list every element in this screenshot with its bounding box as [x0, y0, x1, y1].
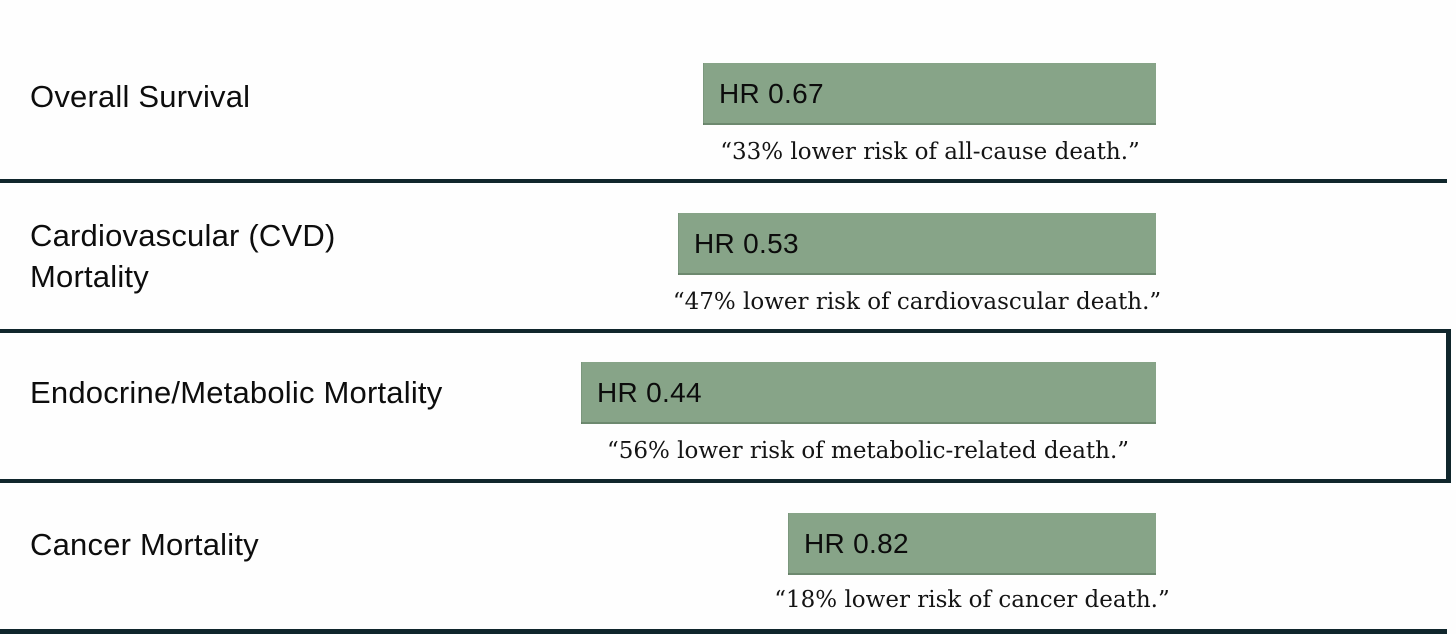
row-divider [0, 479, 1447, 483]
annotation-quote: “56% lower risk of metabolic-related dea… [606, 438, 1130, 464]
hr-value-label: HR 0.44 [597, 377, 702, 408]
hr-bar: HR 0.53 [678, 213, 1156, 275]
row-label: Overall Survival [30, 79, 251, 114]
hr-value-label: HR 0.67 [719, 78, 824, 109]
annotation-quote: “33% lower risk of all-cause death.” [720, 139, 1140, 165]
row-divider [0, 179, 1447, 183]
hr-value-label: HR 0.82 [804, 528, 909, 559]
row-divider [0, 329, 1447, 333]
row-label: Endocrine/Metabolic Mortality [30, 375, 443, 410]
annotation-quote: “47% lower risk of cardiovascular death.… [672, 289, 1162, 315]
row-label: Cancer Mortality [30, 527, 259, 562]
annotation-quote: “18% lower risk of cancer death.” [774, 587, 1170, 613]
hr-bar: HR 0.82 [788, 513, 1156, 575]
bottom-border [0, 629, 1447, 634]
row-label: Cardiovascular (CVD) Mortality [30, 218, 336, 294]
hr-bar: HR 0.44 [581, 362, 1156, 424]
hr-value-label: HR 0.53 [694, 228, 799, 259]
right-edge-border [1446, 329, 1451, 483]
hr-bar: HR 0.67 [703, 63, 1156, 125]
